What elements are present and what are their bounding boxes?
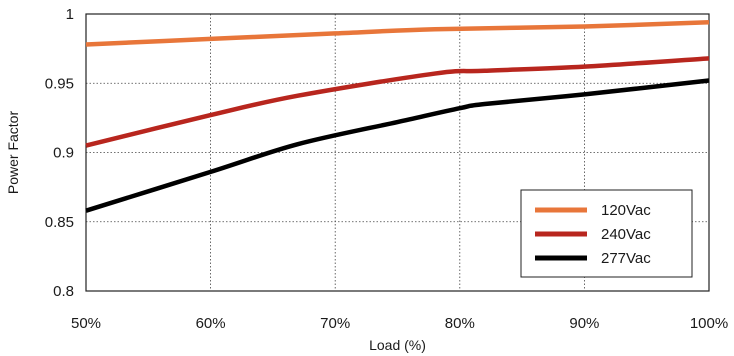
x-axis-title: Load (%) (369, 337, 426, 353)
legend-label-277vac: 277Vac (601, 250, 651, 267)
legend-label-120vac: 120Vac (601, 202, 651, 219)
tick-labels: 50% 60% 70% 80% 90% 100% 0.8 0.85 0.9 0.95 1 (45, 6, 728, 332)
series-line-277vac (85, 78, 710, 213)
series-line-240vac (85, 56, 710, 148)
x-tick-label: 50% (71, 315, 101, 332)
y-tick-label: 0.9 (53, 145, 74, 162)
y-tick-label: 0.85 (45, 214, 74, 231)
series-lines (85, 20, 710, 213)
legend: 120Vac 240Vac 277Vac (520, 189, 693, 278)
plot-frame (85, 13, 710, 292)
series-line-120vac (85, 20, 710, 47)
x-tick-label: 70% (320, 315, 350, 332)
y-axis-title: Power Factor (5, 111, 21, 195)
x-tick-label: 90% (569, 315, 599, 332)
y-tick-label: 0.8 (53, 283, 74, 300)
x-tick-label: 100% (690, 315, 728, 332)
y-tick-label: 1 (66, 6, 74, 23)
y-tick-label: 0.95 (45, 75, 74, 92)
x-tick-label: 60% (196, 315, 226, 332)
legend-label-240vac: 240Vac (601, 226, 651, 243)
x-tick-label: 80% (445, 315, 475, 332)
